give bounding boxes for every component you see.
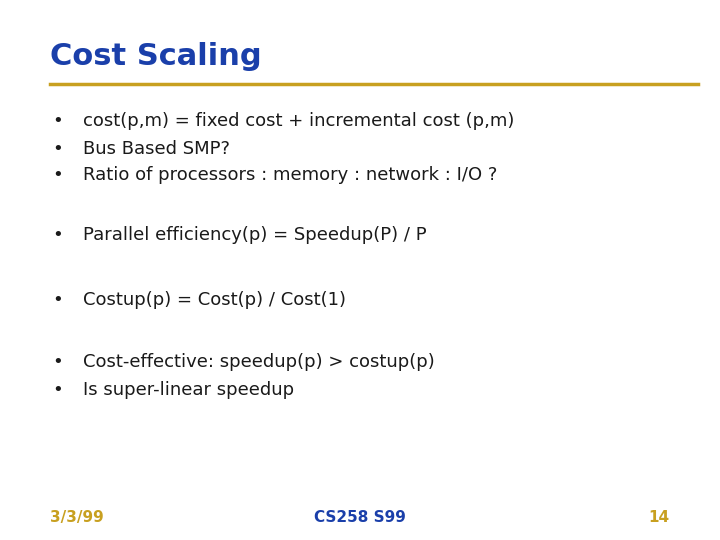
Text: •: • — [53, 139, 63, 158]
Text: Cost Scaling: Cost Scaling — [50, 42, 262, 71]
Text: Ratio of processors : memory : network : I/O ?: Ratio of processors : memory : network :… — [83, 166, 498, 185]
Text: •: • — [53, 226, 63, 244]
Text: Is super-linear speedup: Is super-linear speedup — [83, 381, 294, 399]
Text: Parallel efficiency(p) = Speedup(P) / P: Parallel efficiency(p) = Speedup(P) / P — [83, 226, 426, 244]
Text: •: • — [53, 381, 63, 399]
Text: CS258 S99: CS258 S99 — [314, 510, 406, 525]
Text: 14: 14 — [649, 510, 670, 525]
Text: Costup(p) = Cost(p) / Cost(1): Costup(p) = Cost(p) / Cost(1) — [83, 291, 346, 309]
Text: •: • — [53, 166, 63, 185]
Text: •: • — [53, 291, 63, 309]
Text: Bus Based SMP?: Bus Based SMP? — [83, 139, 230, 158]
Text: •: • — [53, 353, 63, 371]
Text: cost(p,m) = fixed cost + incremental cost (p,m): cost(p,m) = fixed cost + incremental cos… — [83, 112, 514, 131]
Text: Cost-effective: speedup(p) > costup(p): Cost-effective: speedup(p) > costup(p) — [83, 353, 435, 371]
Text: 3/3/99: 3/3/99 — [50, 510, 104, 525]
Text: •: • — [53, 112, 63, 131]
